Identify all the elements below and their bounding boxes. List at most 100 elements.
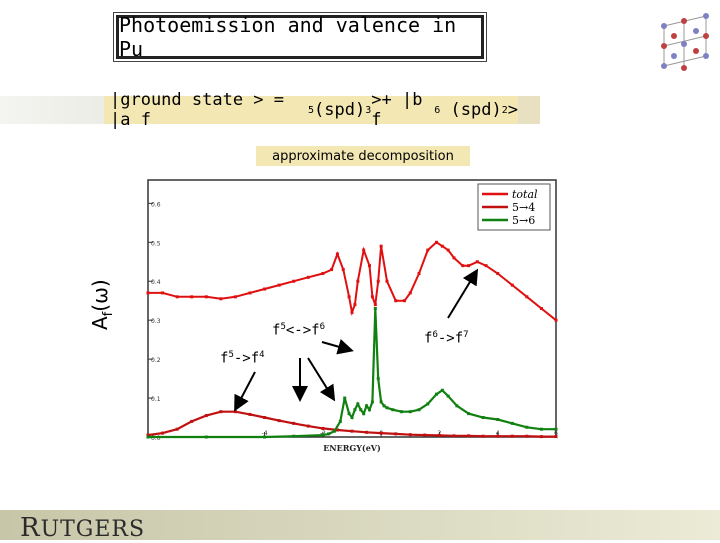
series-point-1 [423,433,427,437]
formula-exponent: 3 [365,104,372,116]
series-point-0 [190,295,194,299]
series-point-0 [446,248,450,252]
series-point-0 [204,295,208,299]
ann-exp: 7 [463,330,469,340]
series-point-1 [248,412,252,416]
y-tick-label: 0.6 [151,201,161,208]
ann-text: f [272,322,281,339]
series-point-2 [446,394,450,398]
rutgers-logo: RUTGERS [20,513,145,543]
formula-part: (spd) [314,100,366,120]
series-point-2 [379,400,383,404]
y-tick-label: 0.3 [151,318,161,325]
series-point-0 [306,275,310,279]
series-point-2 [263,435,267,439]
series-point-0 [435,240,439,244]
series-point-1 [175,427,179,431]
series-point-1 [437,433,441,437]
y-tick-label: 0.4 [151,279,161,286]
series-point-1 [219,410,223,414]
series-point-0 [475,260,479,264]
annotation-f5-f4: f5->f4 [220,350,265,367]
series-point-0 [219,297,223,301]
x-tick-label: -4 [262,430,268,437]
series-point-1 [263,416,267,420]
ann-text: f [424,330,433,347]
series-point-0 [277,283,281,287]
series-point-0 [341,268,345,272]
series-point-2 [400,410,404,414]
series-point-2 [525,425,529,429]
x-tick-label: 6 [554,430,558,437]
x-tick-label: -2 [320,430,326,437]
series-point-1 [306,424,310,428]
series-point-0 [335,252,339,256]
series-point-0 [233,295,237,299]
ann-text: ->f [233,350,260,367]
arrow-to-f4-hump [234,371,256,412]
series-point-0 [510,283,514,287]
formula-part: >+ |b f [371,90,423,130]
series-point-2 [385,406,389,410]
x-tick-label: 2 [438,430,442,437]
series-point-2 [373,307,377,310]
series-point-2 [554,427,558,431]
y-tick-label: 0.1 [151,396,161,403]
formula-exponent: 6 [434,104,441,116]
arrow-to-shoulder [307,357,336,402]
series-point-0 [292,279,296,283]
series-point-0 [496,271,500,275]
series-point-0 [461,264,465,268]
series-point-1 [452,434,456,438]
series-point-2 [481,416,485,420]
ann-exp: 6 [432,330,438,340]
series-point-0 [146,291,150,295]
series-point-2 [204,435,208,439]
series-line-0 [148,241,557,321]
formula-part: > [507,100,518,120]
arrow-to-peak [321,339,354,355]
series-point-0 [394,299,398,303]
arrow-to-upper [447,268,479,319]
y-tick-label: 0.0 [151,435,161,442]
ann-exp: 6 [319,322,325,332]
series-point-0 [362,248,366,252]
series-point-1 [190,419,194,423]
series-point-0 [440,244,444,248]
formula-exponent: 5 [308,104,315,116]
legend-label: 5→4 [512,201,535,214]
ann-exp: 5 [280,322,286,332]
ann-exp: 5 [228,350,234,360]
footer-bar [0,510,720,540]
annotation-f6-f7: f6->f7 [424,330,469,347]
series-point-0 [525,295,529,299]
series-point-2 [362,412,366,416]
series-point-1 [365,430,369,434]
series-point-2 [435,392,439,396]
y-tick-label: 0.5 [151,240,161,247]
y-label-main: A [88,316,112,330]
series-point-2 [510,421,514,425]
series-point-2 [467,412,471,416]
logo-rest: UTGERS [40,517,146,542]
legend-label: 5→6 [512,214,535,227]
series-point-2 [333,429,337,433]
series-point-2 [359,408,363,412]
series-point-2 [417,408,421,412]
series-point-2 [292,434,296,438]
series-point-0 [248,291,252,295]
series-point-0 [417,271,421,275]
series-point-0 [539,307,543,310]
logo-initial: R [20,513,41,543]
series-point-2 [539,427,543,431]
series-point-1 [277,419,281,423]
ann-exp: 4 [259,350,265,360]
series-point-0 [402,299,406,303]
series-point-0 [408,291,412,295]
series-point-2 [370,400,374,404]
series-point-0 [484,264,488,268]
series-point-2 [408,410,412,414]
plot-frame [147,179,557,438]
series-point-0 [554,318,558,322]
